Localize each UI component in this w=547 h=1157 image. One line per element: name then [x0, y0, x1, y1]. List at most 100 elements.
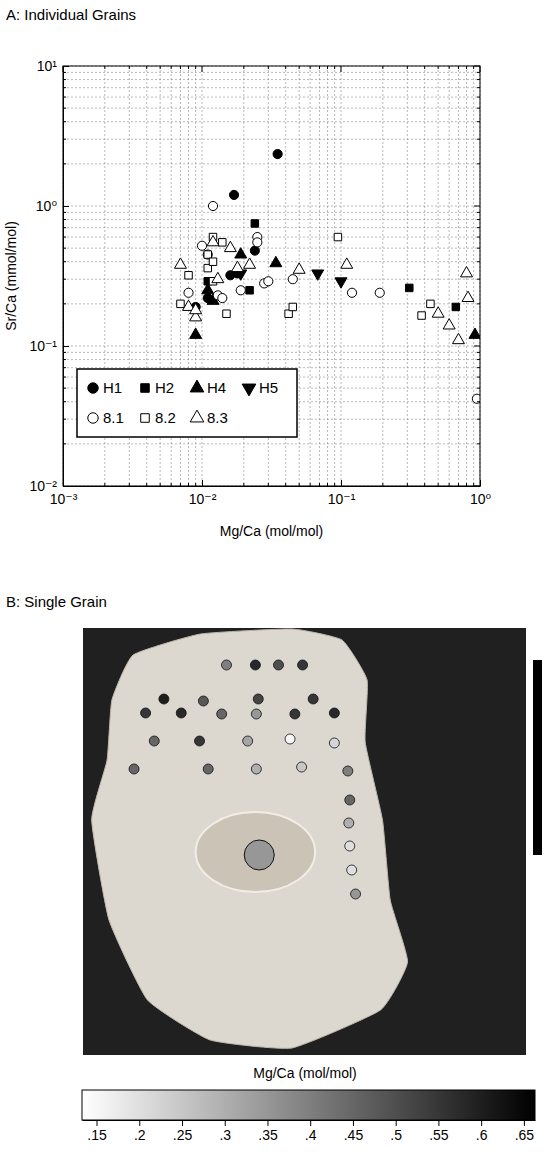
point [289, 303, 296, 310]
point [270, 256, 282, 266]
legend-label: H1 [103, 379, 122, 396]
point [273, 149, 282, 158]
colorbar-tick-label: .5 [390, 1127, 402, 1143]
y-minor-tick [63, 79, 66, 80]
x-minor-tick-top [449, 66, 450, 69]
y-tick: 10⁻² [29, 478, 69, 494]
x-minor-grid-line [473, 66, 474, 486]
x-minor-grid-line [310, 66, 311, 486]
point [375, 288, 384, 297]
spot [198, 696, 208, 706]
legend-label: H5 [259, 379, 278, 396]
point [223, 310, 230, 317]
x-tick-mark-top [341, 66, 342, 72]
x-minor-tick-top [310, 66, 311, 69]
panel-title: B: Single Grain [6, 593, 107, 610]
y-minor-tick [63, 303, 66, 304]
x-minor-tick [424, 483, 425, 486]
x-minor-tick-top [188, 66, 189, 69]
colorbar-tick-mark [481, 1120, 482, 1126]
y-minor-tick [63, 377, 66, 378]
y-tick: 10¹ [37, 58, 69, 74]
colorbar-tick: .45 [344, 1120, 364, 1143]
point [418, 312, 425, 319]
spot [273, 660, 283, 670]
x-minor-grid-line [438, 66, 439, 486]
tick-marks [63, 66, 480, 486]
point [212, 272, 224, 282]
y-minor-tick-right [477, 419, 480, 420]
x-tick: 10⁻¹ [328, 480, 356, 507]
y-minor-tick [63, 237, 66, 238]
x-minor-tick-top [334, 66, 335, 69]
point [204, 251, 211, 258]
y-minor-tick [63, 212, 66, 213]
spot [308, 694, 318, 704]
point [190, 303, 202, 313]
y-minor-grid-line [63, 303, 480, 304]
y-minor-tick [63, 388, 66, 389]
spot [129, 764, 139, 774]
x-minor-tick [449, 483, 450, 486]
legend-box [77, 369, 297, 437]
y-minor-tick [63, 352, 66, 353]
legend-entry: H1 [88, 379, 122, 396]
point [174, 258, 186, 268]
x-minor-tick [473, 483, 474, 486]
point [472, 394, 480, 403]
y-minor-tick-right [477, 377, 480, 378]
point [335, 278, 347, 288]
x-minor-tick-top [285, 66, 286, 69]
y-minor-tick [63, 139, 66, 140]
y-minor-tick [63, 261, 66, 262]
colorbar-axis-line [83, 1120, 536, 1121]
y-minor-tick-right [477, 108, 480, 109]
colorbar-tick: .55 [429, 1120, 449, 1143]
y-minor-tick [63, 87, 66, 88]
colorbar-tick-label: .4 [305, 1127, 317, 1143]
y-minor-tick-right [477, 79, 480, 80]
point [244, 258, 256, 268]
point [293, 263, 305, 273]
point [185, 272, 192, 279]
colorbar-tick-mark [182, 1120, 183, 1126]
y-minor-tick-right [477, 97, 480, 98]
point [427, 300, 434, 307]
point [461, 266, 473, 276]
y-minor-tick-right [477, 212, 480, 213]
colorbar-tick-label: .25 [173, 1127, 193, 1143]
y-minor-tick [63, 219, 66, 220]
y-minor-grid-line [63, 72, 480, 73]
colorbar-axis: .15.2.25.3.35.4.45.5.55.6.65 [83, 1120, 536, 1143]
spot [298, 660, 308, 670]
x-tick: 10⁰ [470, 480, 492, 507]
colorbar-tick-mark [353, 1120, 354, 1126]
spot [345, 795, 355, 805]
series [235, 270, 347, 288]
colorbar-tick-mark [310, 1120, 311, 1126]
spot [203, 764, 213, 774]
x-tick-mark [341, 480, 342, 486]
x-minor-tick [180, 483, 181, 486]
x-minor-grid-line [458, 66, 459, 486]
x-minor-tick [104, 483, 105, 486]
x-tick-mark [480, 480, 481, 486]
x-minor-tick-top [473, 66, 474, 69]
y-minor-tick [63, 367, 66, 368]
x-minor-tick [171, 483, 172, 486]
y-minor-grid-line [63, 237, 480, 238]
x-minor-tick [319, 483, 320, 486]
y-tick-mark [63, 206, 69, 207]
y-minor-grid-line [63, 163, 480, 164]
y-minor-tick-right [477, 352, 480, 353]
y-minor-grid-line [63, 108, 480, 109]
x-minor-tick [188, 483, 189, 486]
y-minor-tick-right [477, 248, 480, 249]
x-tick-label: 10⁰ [470, 491, 492, 507]
y-minor-grid-line [63, 121, 480, 122]
panel-title: A: Individual Grains [6, 6, 136, 23]
legend-label: H4 [207, 379, 226, 396]
y-axis: 10⁻²10⁻¹10⁰10¹ [29, 58, 69, 494]
point [347, 288, 356, 297]
y-minor-grid-line [63, 227, 480, 228]
